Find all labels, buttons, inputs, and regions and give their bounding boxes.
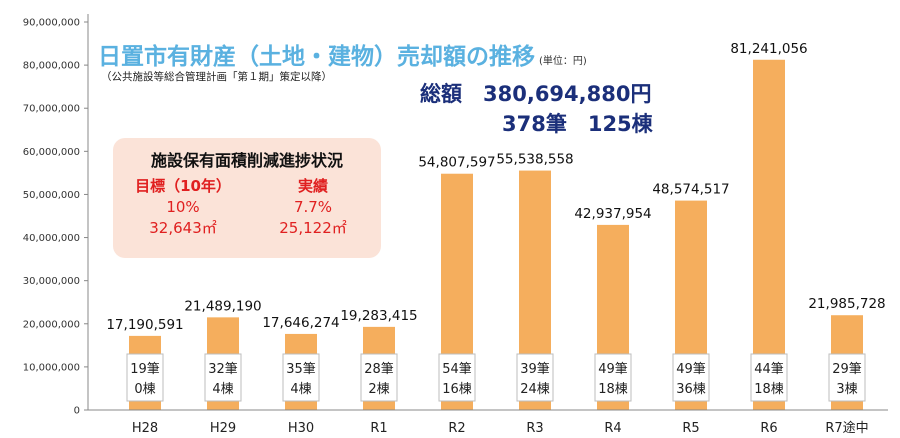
y-tick-label: 50,000,000 (23, 190, 80, 201)
x-tick-label: R7途中 (825, 420, 868, 436)
actual-area: 25,122㎡ (279, 219, 347, 237)
target-column: 目標（10年） 10% 32,643㎡ (123, 176, 243, 239)
x-tick-label: R6 (760, 421, 777, 436)
value-label: 42,937,954 (574, 206, 651, 222)
x-tick-label: R4 (604, 421, 621, 436)
building-count: 16棟 (442, 382, 472, 397)
target-percent: 10% (166, 198, 200, 216)
target-header: 目標（10年） (135, 177, 231, 195)
count-pill (282, 353, 320, 402)
value-label: 21,489,190 (184, 298, 261, 314)
y-tick-label: 10,000,000 (23, 362, 80, 373)
chart-subtitle: （公共施設等総合管理計画「第１期」策定以降） (101, 71, 332, 83)
y-tick-label: 90,000,000 (23, 18, 80, 29)
x-tick-label: R1 (370, 421, 387, 436)
x-tick-label: R3 (526, 421, 543, 436)
value-label: 21,985,728 (808, 296, 885, 312)
parcel-count: 44筆 (754, 362, 784, 377)
building-count: 24棟 (520, 382, 550, 397)
value-label: 19,283,415 (340, 308, 417, 324)
y-axis: 0 10,000,000 20,000,000 30,000,000 40,000,00… (23, 14, 89, 417)
total-amount: 総額 380,694,880円 (420, 82, 652, 106)
count-pill (360, 353, 398, 402)
count-pill (516, 353, 554, 402)
building-count: 4棟 (290, 382, 311, 397)
parcel-count: 54筆 (442, 362, 472, 377)
y-tick-label: 20,000,000 (23, 319, 80, 330)
x-tick-label: H29 (210, 421, 236, 436)
x-axis: H28 H29 H30 R1 R2 R3 R4 R5 R6 R7途中 (88, 409, 888, 436)
chart-title-text: 日置市有財産（土地・建物）売却額の推移 (98, 44, 535, 70)
parcel-count: 19筆 (130, 362, 160, 377)
count-labels: 19筆 0棟 32筆 4棟 35筆 4棟 28筆 2棟 54筆 16棟 39筆 24棟 49筆 18棟 49… (126, 353, 866, 402)
y-tick-label: 60,000,000 (23, 147, 80, 158)
building-count: 0棟 (134, 382, 155, 397)
y-tick-label: 30,000,000 (23, 276, 80, 287)
count-pill (126, 353, 164, 402)
x-tick-label: H30 (288, 421, 314, 436)
building-count: 2棟 (368, 382, 389, 397)
building-count: 36棟 (676, 382, 706, 397)
value-label: 81,241,056 (730, 41, 807, 57)
building-count: 18棟 (754, 382, 784, 397)
y-tick-label: 40,000,000 (23, 233, 80, 244)
unit-label: (単位：円) (539, 56, 587, 67)
value-label: 48,574,517 (652, 182, 729, 198)
building-count: 3棟 (836, 382, 857, 397)
actual-column: 実績 7.7% 25,122㎡ (253, 176, 373, 239)
parcel-count: 49筆 (676, 362, 706, 377)
reduction-progress-title: 施設保有面積削減進捗状況 (150, 151, 343, 170)
total-counts: 378筆 125棟 (502, 112, 653, 136)
chart-title: 日置市有財産（土地・建物）売却額の推移 (単位：円) (98, 37, 587, 71)
totals-summary: 総額 380,694,880円 378筆 125棟 (420, 79, 653, 139)
count-pill (828, 353, 866, 402)
value-label: 17,646,274 (262, 315, 339, 331)
parcel-count: 32筆 (208, 362, 238, 377)
x-tick-label: R5 (682, 421, 699, 436)
count-pill (438, 353, 476, 402)
parcel-count: 28筆 (364, 362, 394, 377)
reduction-progress-box: 施設保有面積削減進捗状況 目標（10年） 10% 32,643㎡ 実績 7.7%… (113, 138, 381, 258)
value-label: 17,190,591 (106, 317, 183, 333)
parcel-count: 29筆 (832, 362, 862, 377)
value-label: 55,538,558 (496, 152, 573, 168)
bar (753, 59, 785, 411)
x-tick-label: R2 (448, 421, 465, 436)
building-count: 18棟 (598, 382, 628, 397)
x-tick-label: H28 (132, 421, 158, 436)
target-area: 32,643㎡ (149, 219, 217, 237)
count-pill (204, 353, 242, 402)
parcel-count: 39筆 (520, 362, 550, 377)
y-tick-label: 80,000,000 (23, 61, 80, 72)
parcel-count: 49筆 (598, 362, 628, 377)
y-tick-label: 0 (74, 406, 80, 417)
y-tick-label: 70,000,000 (23, 104, 80, 115)
building-count: 4棟 (212, 382, 233, 397)
count-pill (672, 353, 710, 402)
actual-header: 実績 (297, 177, 328, 195)
count-pill (750, 353, 788, 402)
value-label: 54,807,597 (418, 155, 495, 171)
parcel-count: 35筆 (286, 362, 316, 377)
count-pill (594, 353, 632, 402)
actual-percent: 7.7% (293, 198, 333, 216)
